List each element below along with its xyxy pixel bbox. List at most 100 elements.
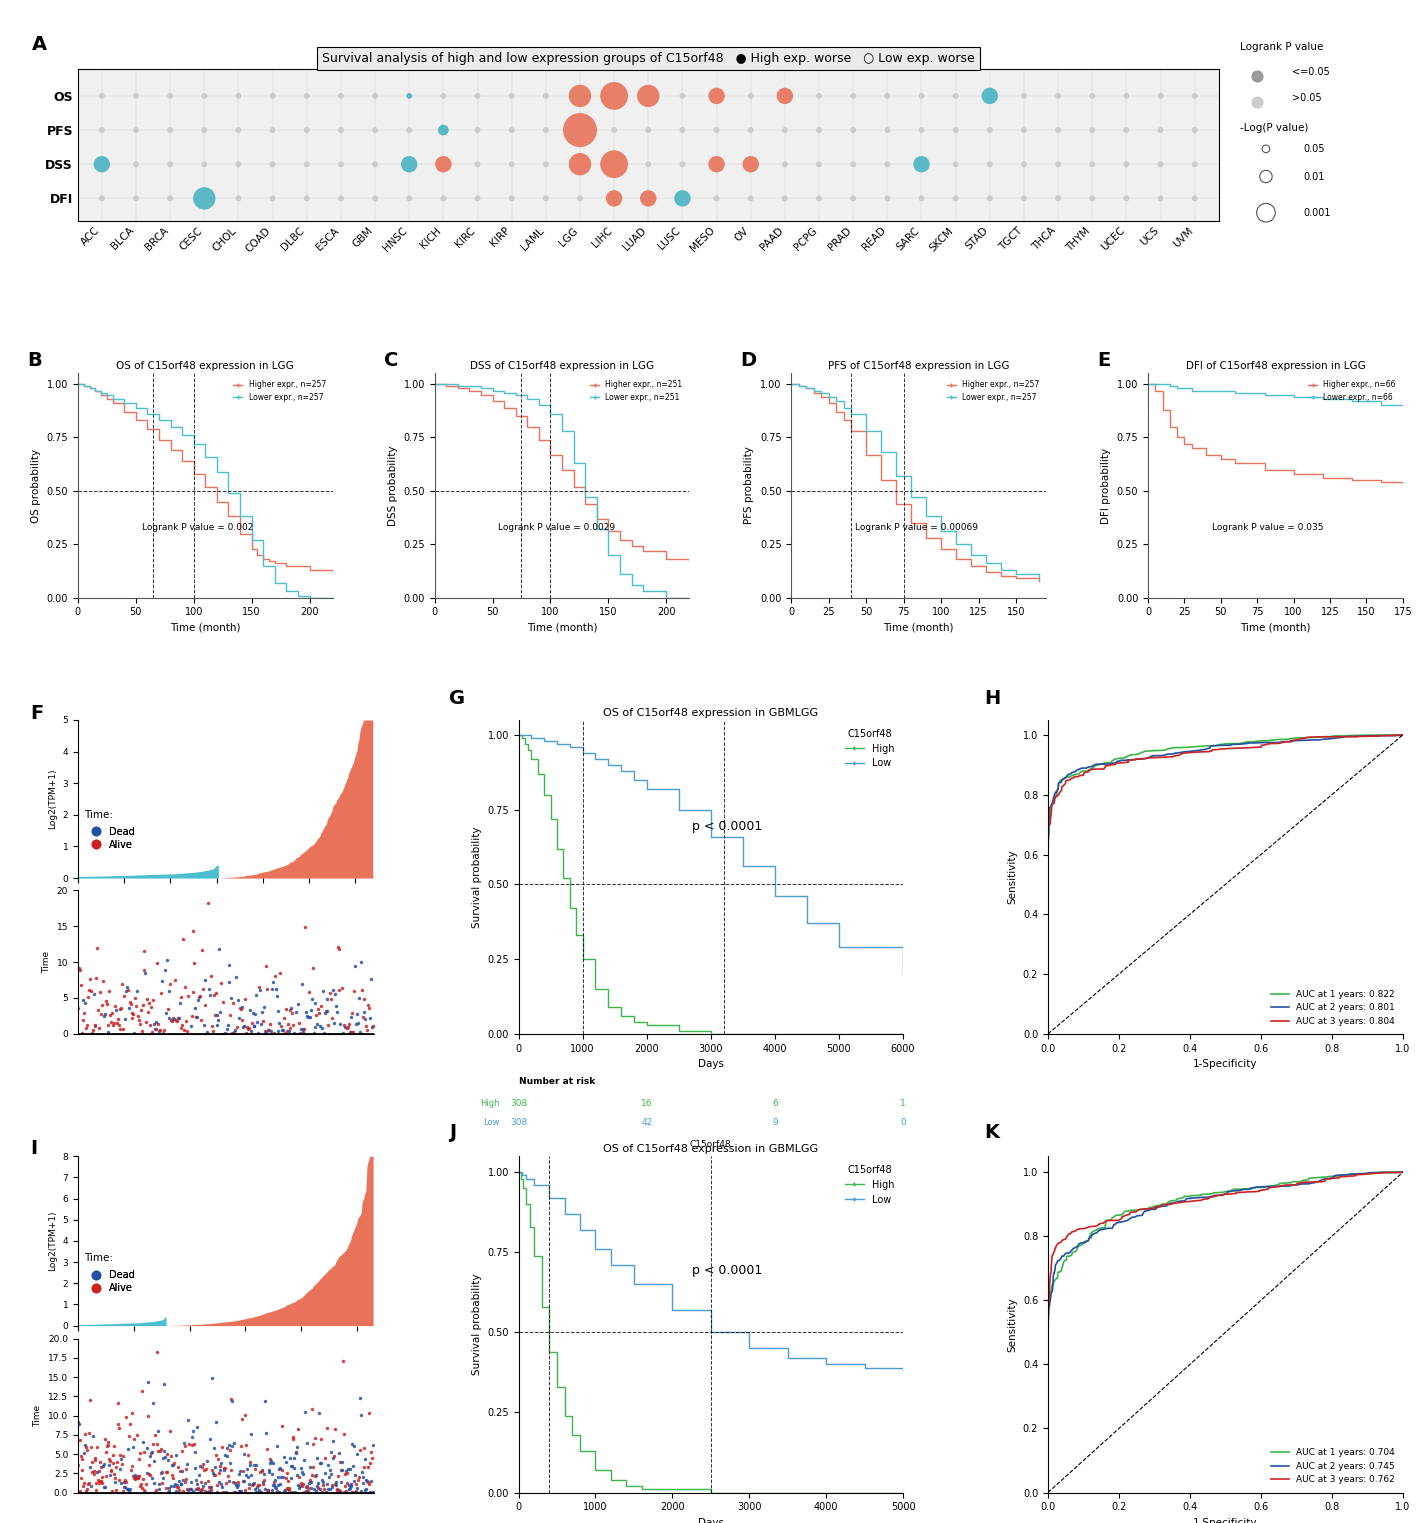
Point — [88, 1016, 111, 1040]
Point — [135, 1461, 157, 1485]
Point — [432, 117, 455, 142]
Point — [247, 1473, 269, 1497]
Point — [187, 984, 210, 1008]
Point — [327, 937, 350, 961]
Text: High: High — [480, 1100, 499, 1109]
Point — [256, 976, 279, 1001]
Point — [290, 1456, 313, 1480]
Point — [364, 152, 387, 177]
Point — [118, 1424, 140, 1448]
Point — [312, 1470, 334, 1494]
Point — [706, 186, 728, 210]
Point — [77, 1471, 99, 1496]
Point — [194, 969, 217, 993]
Point — [221, 1389, 244, 1413]
Point — [111, 1471, 133, 1496]
Point — [251, 1001, 273, 1025]
Point — [466, 152, 489, 177]
Point — [111, 972, 133, 996]
Point — [242, 1013, 265, 1037]
Point — [128, 1447, 150, 1471]
Point — [130, 1380, 153, 1404]
Point — [163, 1451, 186, 1476]
Point — [196, 1456, 218, 1480]
Point — [327, 1477, 350, 1502]
Point — [221, 1433, 244, 1458]
Point — [150, 1470, 173, 1494]
Point — [273, 1465, 296, 1489]
Point — [81, 1450, 103, 1474]
Point — [359, 1005, 381, 1030]
Point — [774, 152, 796, 177]
Point — [337, 1473, 360, 1497]
Text: C: C — [384, 350, 398, 370]
Point — [137, 991, 160, 1016]
Point — [276, 1011, 299, 1036]
Point — [322, 1429, 344, 1453]
Point — [316, 1477, 339, 1502]
Point — [237, 1471, 259, 1496]
Point — [180, 1004, 203, 1028]
Point — [235, 1020, 258, 1045]
Point — [132, 1467, 154, 1491]
Y-axis label: Sensitivity: Sensitivity — [1007, 850, 1017, 905]
Point — [183, 950, 205, 975]
Point — [116, 1476, 139, 1500]
Point — [266, 999, 289, 1023]
Point — [241, 1001, 264, 1025]
Point — [944, 152, 966, 177]
Point — [979, 117, 1002, 142]
Point — [306, 1011, 329, 1036]
Point — [259, 1448, 282, 1473]
Point — [174, 1470, 197, 1494]
Point — [808, 186, 830, 210]
Title: Survival analysis of high and low expression groups of C15orf48   ● High exp. wo: Survival analysis of high and low expres… — [322, 52, 975, 64]
Point — [313, 1477, 336, 1502]
Point — [113, 984, 136, 1008]
Point — [190, 938, 213, 963]
Point — [184, 1468, 207, 1493]
Point — [125, 1422, 147, 1447]
Text: 308: 308 — [510, 1100, 527, 1109]
Point — [146, 1439, 169, 1464]
Point — [602, 186, 625, 210]
Point — [286, 991, 309, 1016]
Point — [193, 84, 215, 108]
Point — [108, 996, 130, 1020]
Point — [146, 1340, 169, 1365]
Point — [123, 1465, 146, 1489]
Point — [279, 1467, 302, 1491]
Point — [85, 966, 108, 990]
Point — [359, 1479, 381, 1503]
Point — [334, 1474, 357, 1499]
Point — [109, 1447, 132, 1471]
Point — [171, 1013, 194, 1037]
Point — [242, 1473, 265, 1497]
Point — [101, 1479, 123, 1503]
Point — [150, 1436, 173, 1461]
Point — [241, 1473, 264, 1497]
Point — [188, 1454, 211, 1479]
Point — [244, 1477, 266, 1502]
Point — [324, 1473, 347, 1497]
Point — [238, 998, 261, 1022]
Legend: Higher expr., n=251, Lower expr., n=251: Higher expr., n=251, Lower expr., n=251 — [587, 378, 686, 405]
Point — [188, 1480, 211, 1505]
Point — [78, 978, 101, 1002]
Point — [293, 1448, 316, 1473]
Point — [207, 1461, 230, 1485]
Point — [340, 1474, 363, 1499]
Point — [636, 186, 659, 210]
Point — [326, 1477, 349, 1502]
Point — [298, 1454, 320, 1479]
Point — [979, 152, 1002, 177]
Legend: Dead, Alive: Dead, Alive — [82, 1266, 139, 1296]
Point — [153, 1445, 176, 1470]
Point — [143, 1016, 166, 1040]
Point — [183, 1432, 205, 1456]
Legend: Higher expr., n=257, Lower expr., n=257: Higher expr., n=257, Lower expr., n=257 — [231, 378, 329, 405]
Point — [774, 186, 796, 210]
Point — [672, 117, 694, 142]
Point — [568, 117, 591, 142]
Point — [740, 84, 762, 108]
